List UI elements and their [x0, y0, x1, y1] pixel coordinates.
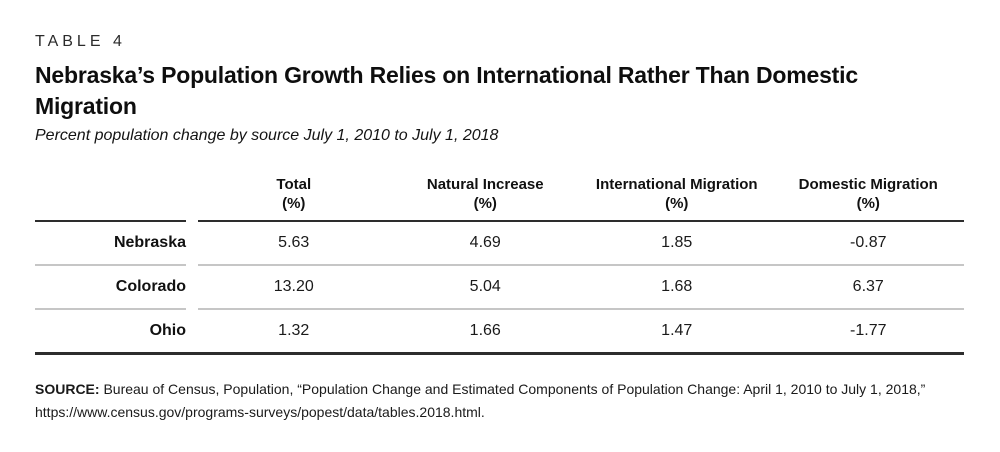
column-header-unit: (%): [473, 195, 497, 212]
cell-value: 5.63: [278, 234, 310, 251]
table-title: Nebraska’s Population Growth Relies on I…: [35, 62, 858, 119]
column-header-unit: (%): [856, 195, 880, 212]
table-row: Nebraska 5.63 4.69 1.85 -0.87: [35, 222, 964, 264]
column-header-label: Total: [276, 176, 312, 193]
cell-value: 5.04: [469, 278, 501, 295]
table-header-row: Total (%) Natural Increase (%) Internati…: [35, 175, 964, 220]
column-header-label: Natural Increase: [426, 176, 544, 193]
source-prefix: SOURCE:: [35, 381, 100, 397]
cell-value: 1.66: [469, 322, 501, 339]
table-number-label: TABLE 4: [35, 33, 126, 50]
table-row: Colorado 13.20 5.04 1.68 6.37: [35, 266, 964, 308]
row-divider-label-segment: [35, 308, 186, 310]
source-line-1: SOURCE: Bureau of Census, Population, “P…: [35, 378, 975, 401]
column-header-label: Domestic Migration: [798, 176, 938, 193]
header-rule-label-segment: [35, 220, 186, 222]
cell-value: 1.68: [661, 278, 693, 295]
row-divider-label-segment: [35, 264, 186, 266]
cell-value: 1.85: [661, 234, 693, 251]
cell-value: -1.77: [850, 322, 887, 339]
source-note: SOURCE: Bureau of Census, Population, “P…: [35, 378, 975, 424]
table-bottom-rule: [35, 352, 964, 355]
cell-value: 1.32: [278, 322, 310, 339]
cell-value: -0.87: [850, 234, 887, 251]
table-subtitle: Percent population change by source July…: [35, 127, 499, 144]
cell-value: 4.69: [469, 234, 501, 251]
table-row: Ohio 1.32 1.66 1.47 -1.77: [35, 310, 964, 352]
column-header-label: International Migration: [595, 176, 758, 193]
row-divider-data-segment: [198, 264, 964, 266]
column-header-unit: (%): [665, 195, 689, 212]
row-divider: [35, 264, 964, 266]
data-table: Total (%) Natural Increase (%) Internati…: [35, 175, 964, 355]
cell-value: 1.47: [661, 322, 693, 339]
column-header-domestic-migration: Domestic Migration (%): [773, 175, 965, 213]
row-label: Ohio: [149, 322, 186, 339]
header-rule: [35, 220, 964, 222]
source-url: https://www.census.gov/programs-surveys/…: [35, 404, 485, 420]
row-label: Colorado: [115, 278, 186, 295]
column-header-unit: (%): [282, 195, 306, 212]
header-rule-data-segment: [198, 220, 964, 222]
source-text: Bureau of Census, Population, “Populatio…: [99, 381, 926, 397]
cell-value: 13.20: [273, 278, 314, 295]
row-divider-data-segment: [198, 308, 964, 310]
column-header-natural-increase: Natural Increase (%): [390, 175, 582, 213]
row-divider: [35, 308, 964, 310]
column-header-international-migration: International Migration (%): [581, 175, 773, 213]
row-label: Nebraska: [113, 234, 186, 251]
column-header-total: Total (%): [198, 175, 390, 213]
cell-value: 6.37: [852, 278, 884, 295]
